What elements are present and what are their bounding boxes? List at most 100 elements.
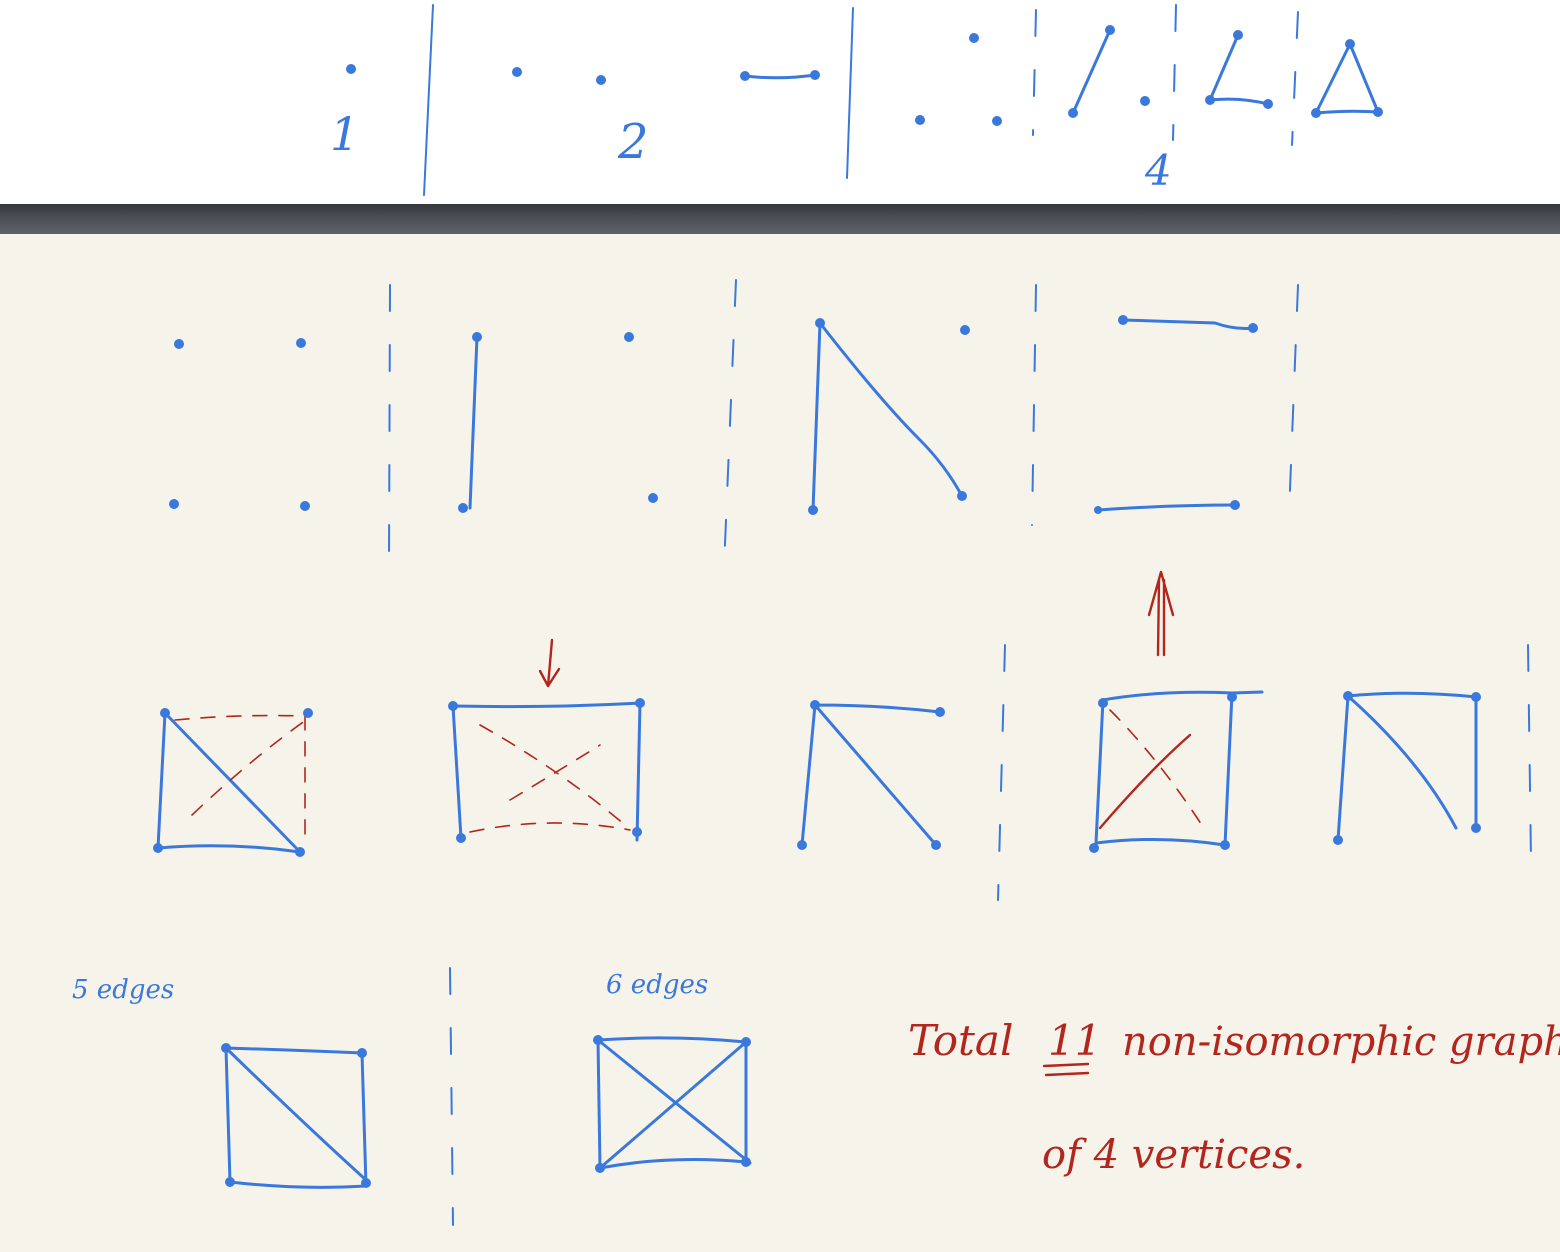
count-label-4: 4 — [1144, 146, 1172, 195]
vertex-dot — [160, 708, 170, 718]
vertex-dot — [969, 33, 979, 43]
vertex-dot — [458, 503, 468, 513]
total-vertices-line: of 4 vertices. — [1042, 1132, 1305, 1178]
vertex-dot — [810, 70, 820, 80]
double-underline — [1042, 1062, 1090, 1077]
vertex-dot — [1333, 835, 1343, 845]
vertex-dot — [992, 116, 1002, 126]
vertex-dot — [797, 840, 807, 850]
vertex-dot — [1227, 692, 1237, 702]
vertex-dot — [741, 1037, 751, 1047]
total-conclusion-note: Total 11 non-isomorphic graphs of 4 vert… — [908, 1016, 1560, 1178]
total-description: non-isomorphic graphs — [1122, 1019, 1560, 1065]
edge-line — [224, 1046, 368, 1189]
edge-line — [1336, 691, 1478, 842]
edge-line — [1094, 690, 1234, 847]
complement-arrow-down — [538, 638, 561, 688]
vertex-dot — [624, 332, 634, 342]
vertex-dot — [1094, 506, 1102, 514]
vertex-dot — [225, 1177, 235, 1187]
label-6-edges: 6 edges — [606, 970, 708, 1000]
separator-line — [846, 7, 854, 179]
edge-line — [800, 703, 942, 847]
vertex-dot — [303, 708, 313, 718]
separator-line — [1288, 284, 1299, 516]
separator-line — [423, 4, 434, 196]
vertex-dot — [648, 493, 658, 503]
edge-line — [468, 335, 479, 510]
vertex-dot — [632, 827, 642, 837]
triangle-graph — [1314, 42, 1380, 115]
vertex-dot — [815, 318, 825, 328]
complement-arrow-up — [1147, 570, 1175, 657]
vertex-dot — [931, 840, 941, 850]
edge-line — [1096, 503, 1237, 512]
vertex-dot — [1373, 107, 1383, 117]
top-page — [0, 0, 1560, 204]
row1-graphs — [169, 279, 1299, 569]
edge-line — [1208, 33, 1270, 106]
vertex-dot — [295, 847, 305, 857]
separator-line — [388, 284, 391, 566]
vertex-dot — [169, 499, 179, 509]
vertex-dot — [1345, 39, 1355, 49]
vertex-dot — [1105, 25, 1115, 35]
vertex-dot — [300, 501, 310, 511]
vertex-dot — [596, 75, 606, 85]
vertex-dot — [361, 1178, 371, 1188]
edge-line — [1230, 690, 1264, 695]
vertex-dot — [174, 339, 184, 349]
top-graphs-strip: 1 2 4 — [330, 4, 1383, 196]
vertex-dot — [456, 833, 466, 843]
complement-line — [1098, 733, 1192, 830]
vertex-dot — [1205, 95, 1215, 105]
vertex-dot — [221, 1043, 231, 1053]
vertex-dot — [635, 698, 645, 708]
complement-dashed — [191, 719, 307, 816]
vertex-dot — [915, 115, 925, 125]
separator-line — [723, 279, 737, 569]
vertex-dot — [1233, 30, 1243, 40]
vertex-dot — [1343, 691, 1353, 701]
complement-dashed — [469, 822, 631, 833]
vertex-dot — [1248, 323, 1258, 333]
separator-line — [449, 967, 454, 1226]
edge-line — [156, 711, 302, 854]
edge-line — [1121, 318, 1255, 330]
vertex-dot — [1098, 698, 1108, 708]
vertex-dot — [1068, 108, 1078, 118]
vertex-dot — [346, 64, 356, 74]
vertex-dot — [1118, 315, 1128, 325]
vertex-dot — [808, 505, 818, 515]
edge-line — [743, 73, 817, 80]
vertex-dot — [740, 71, 750, 81]
edge-line — [451, 701, 642, 842]
complement-dashed — [479, 724, 626, 826]
total-count: 11 — [1048, 1016, 1101, 1065]
separator-line — [1527, 644, 1532, 861]
edge-line — [596, 1036, 752, 1170]
separator-line — [1172, 4, 1177, 141]
complement-dashed — [1109, 709, 1206, 831]
separator-line — [997, 644, 1006, 901]
vertex-dot — [741, 1157, 751, 1167]
count-label-2: 2 — [617, 114, 649, 170]
vertex-dot — [810, 700, 820, 710]
count-label-1: 1 — [330, 107, 359, 161]
vertex-dot — [1220, 840, 1230, 850]
vertex-dot — [153, 843, 163, 853]
vertex-dot — [1471, 692, 1481, 702]
edge-line — [1071, 28, 1112, 115]
row2-graphs — [153, 638, 1532, 901]
separator-line — [1031, 284, 1037, 526]
vertex-dot — [448, 701, 458, 711]
vertex-dot — [935, 707, 945, 717]
vertex-dot — [957, 491, 967, 501]
separator-line — [1291, 11, 1299, 146]
vertex-dot — [1140, 96, 1150, 106]
label-5-edges: 5 edges — [72, 975, 174, 1005]
vertex-dot — [1089, 843, 1099, 853]
vertex-dot — [472, 332, 482, 342]
vertex-dot — [357, 1048, 367, 1058]
